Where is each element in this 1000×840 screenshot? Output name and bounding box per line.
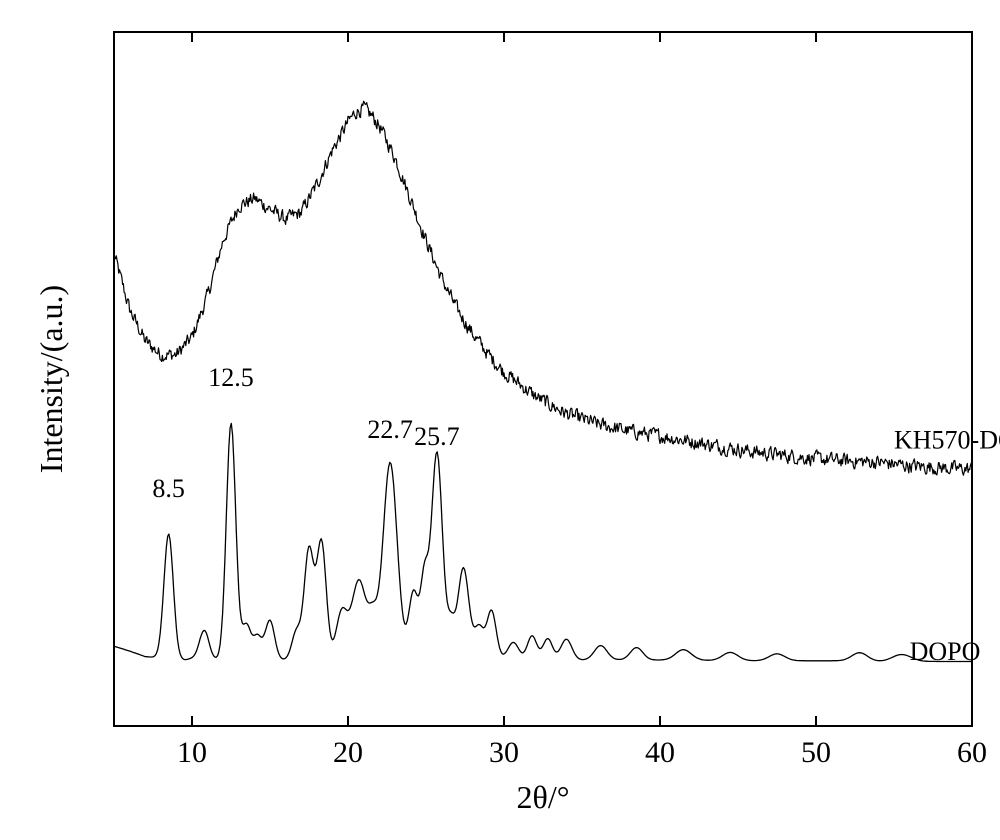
xrd-chart: 10 20 30 40 50 60 2θ/° Intensity/(a.u.) KH570-DO… bbox=[0, 0, 1000, 835]
peak-label: 8.5 bbox=[152, 474, 185, 503]
series-label-KH570-DOPO: KH570-DOPO bbox=[894, 425, 1000, 454]
x-tick-label: 30 bbox=[489, 736, 519, 769]
x-tick-label: 50 bbox=[801, 736, 831, 769]
x-tick-label: 20 bbox=[333, 736, 363, 769]
chart-svg: 10 20 30 40 50 60 2θ/° Intensity/(a.u.) KH570-DO… bbox=[0, 0, 1000, 835]
x-tick-label: 40 bbox=[645, 736, 675, 769]
x-tick-label: 60 bbox=[957, 736, 987, 769]
series-label-DOPO: DOPO bbox=[910, 637, 981, 666]
series-KH570-DOPO bbox=[114, 101, 972, 475]
y-axis-label: Intensity/(a.u.) bbox=[33, 285, 69, 473]
peak-label: 25.7 bbox=[414, 422, 460, 451]
x-axis-label: 2θ/° bbox=[516, 779, 569, 815]
peak-label: 22.7 bbox=[367, 415, 413, 444]
peak-label: 12.5 bbox=[208, 363, 254, 392]
x-tick-label: 10 bbox=[177, 736, 207, 769]
